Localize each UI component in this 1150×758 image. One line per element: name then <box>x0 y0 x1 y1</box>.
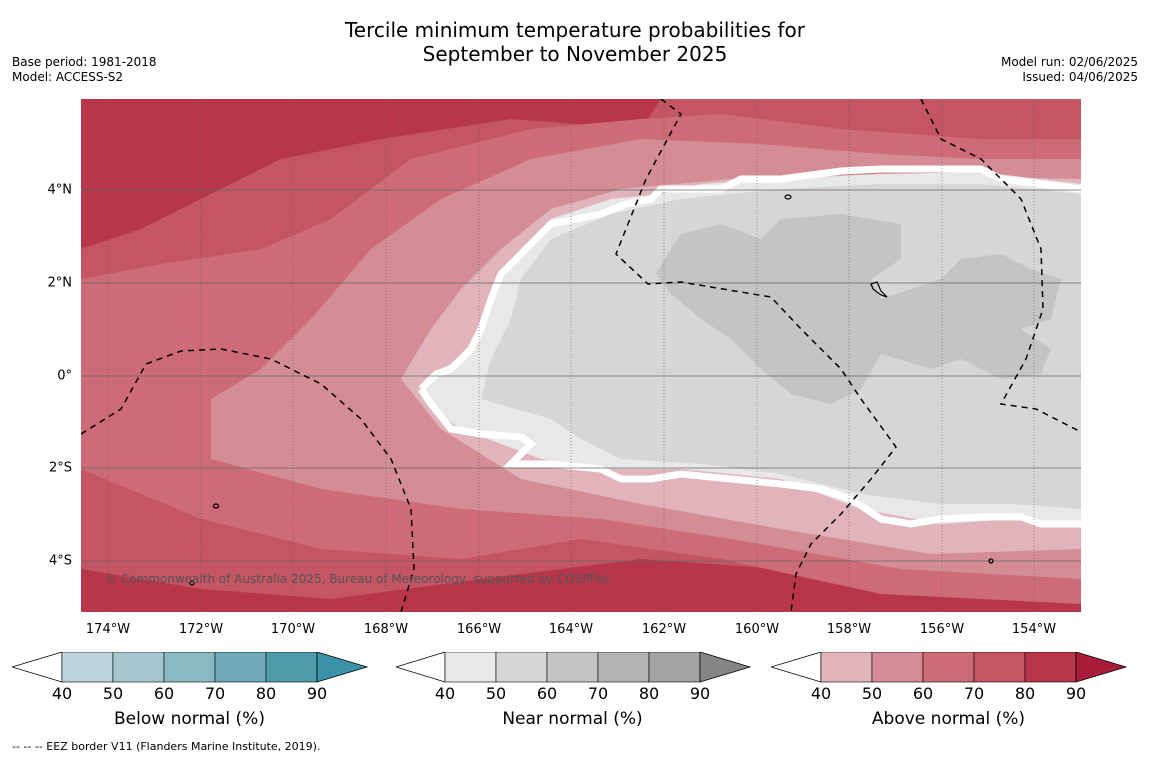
base-period: Base period: 1981-2018 <box>12 55 157 69</box>
model-name: Model: ACCESS-S2 <box>12 70 124 84</box>
colorbar <box>771 652 1128 683</box>
colorbar-tick-label: 70 <box>963 684 985 703</box>
colorbar-tick-label: 80 <box>255 684 277 703</box>
colorbar-tick-label: 60 <box>912 684 934 703</box>
lon-tick: 158°W <box>826 622 872 637</box>
title-line-2: September to November 2025 <box>422 42 728 66</box>
colorbar-title: Above normal (%) <box>871 709 1026 729</box>
above-70-region-ne <box>841 99 1081 144</box>
colorbar-segment <box>444 652 497 683</box>
lon-tick: 174°W <box>85 622 131 637</box>
colorbar-segment <box>871 652 924 683</box>
above-80-region-s <box>81 559 1081 612</box>
colorbar <box>12 652 369 683</box>
meta-left: Base period: 1981-2018 Model: ACCESS-S2 <box>12 55 157 85</box>
colorbar-segment <box>597 652 650 683</box>
above-80-region-nw <box>81 99 661 249</box>
lon-tick: 160°W <box>734 622 780 637</box>
lon-tick: 164°W <box>548 622 594 637</box>
lon-tick: 156°W <box>919 622 965 637</box>
above-near-boundary-south <box>418 387 1081 528</box>
colorbar-low-extension <box>12 652 63 683</box>
lat-tick: 0° <box>57 368 72 384</box>
islands <box>189 194 994 586</box>
lon-tick: 162°W <box>641 622 687 637</box>
lon-tick: 170°W <box>270 622 316 637</box>
colorbar-segment <box>163 652 216 683</box>
colorbar-tick-label: 80 <box>638 684 660 703</box>
lat-tick: 4°S <box>48 553 72 569</box>
above-near-boundary-north <box>418 165 1081 392</box>
colorbar-segment <box>820 652 873 683</box>
colorbar-tick-label: 40 <box>51 684 73 703</box>
colorbar-tick-label: 80 <box>1014 684 1036 703</box>
colorbar-title: Below normal (%) <box>114 709 265 729</box>
colorbar-segment <box>495 652 548 683</box>
colorbar-tick-label: 60 <box>536 684 558 703</box>
colorbar-tick-label: 60 <box>153 684 175 703</box>
lon-tick: 172°W <box>178 622 224 637</box>
eez-borders <box>81 99 1081 612</box>
probability-map <box>81 99 1081 612</box>
colorbar-segment <box>214 652 267 683</box>
lat-tick: 2°S <box>48 460 72 476</box>
colorbar-segment <box>265 652 318 683</box>
copyright-notice: © Commonwealth of Australia 2025, Bureau… <box>105 572 611 586</box>
colorbar-tick-label: 90 <box>689 684 711 703</box>
colorbar-segment <box>546 652 599 683</box>
issued-date: Issued: 04/06/2025 <box>1022 70 1138 84</box>
eez-footnote: -- -- -- EEZ border V11 (Flanders Marine… <box>12 740 321 753</box>
colorbar-segment <box>648 652 701 683</box>
colorbar-high-extension <box>1075 652 1128 683</box>
colorbar-low-extension <box>396 652 446 683</box>
colorbar-tick-label: 50 <box>861 684 883 703</box>
title-line-1: Tercile minimum temperature probabilitie… <box>344 18 806 42</box>
colorbar-tick-label: 50 <box>485 684 507 703</box>
colorbar-tick-label: 40 <box>810 684 832 703</box>
colorbar-segment <box>61 652 114 683</box>
colorbar-segment <box>112 652 165 683</box>
colorbar-tick-label: 40 <box>434 684 456 703</box>
lon-tick: 154°W <box>1011 622 1057 637</box>
lon-tick: 168°W <box>363 622 409 637</box>
colorbar-high-extension <box>699 652 752 683</box>
colorbar-title: Near normal (%) <box>502 709 643 729</box>
meta-right: Model run: 02/06/2025 Issued: 04/06/2025 <box>1001 55 1138 85</box>
lon-tick: 166°W <box>456 622 502 637</box>
colorbar-tick-label: 90 <box>1065 684 1087 703</box>
colorbar-tick-label: 70 <box>587 684 609 703</box>
colorbar-segment <box>973 652 1026 683</box>
model-run: Model run: 02/06/2025 <box>1000 55 1138 69</box>
colorbar <box>396 652 752 683</box>
lat-tick: 4°N <box>47 182 73 198</box>
colorbar-high-extension <box>316 652 369 683</box>
colorbar-segment <box>1024 652 1077 683</box>
chart-title: Tercile minimum temperature probabilitie… <box>0 18 1150 66</box>
latitude-gridlines <box>81 189 1081 562</box>
colorbar-low-extension <box>771 652 822 683</box>
colorbar-tick-label: 70 <box>204 684 226 703</box>
lat-tick: 2°N <box>47 275 73 291</box>
colorbar-tick-label: 90 <box>306 684 328 703</box>
colorbar-segment <box>922 652 975 683</box>
colorbar-tick-label: 50 <box>102 684 124 703</box>
